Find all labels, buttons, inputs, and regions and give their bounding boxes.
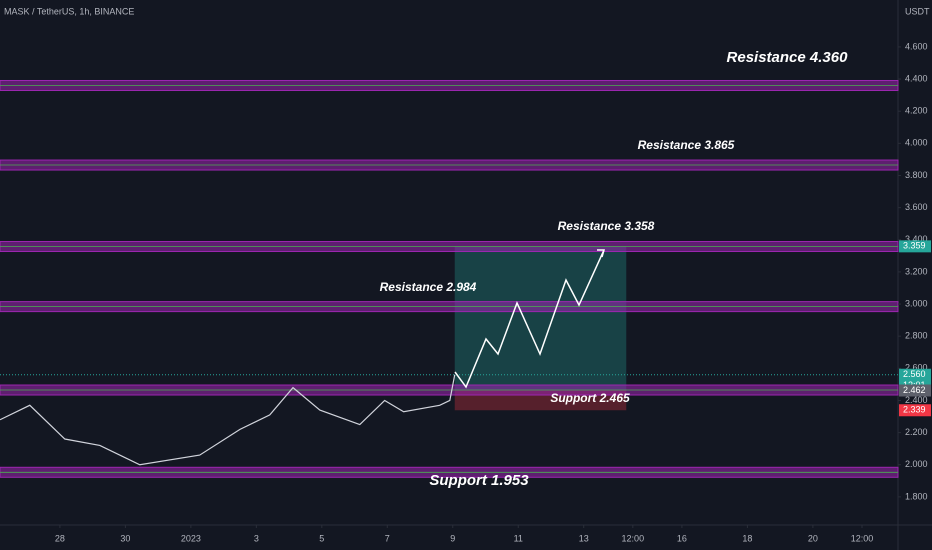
- projection-arrow: [454, 249, 605, 389]
- y-tick-label: 4.000: [905, 138, 928, 148]
- level-label: Resistance 4.360: [727, 49, 849, 66]
- x-tick-label: 18: [742, 533, 752, 543]
- x-tick-label: 12:00: [622, 533, 645, 543]
- x-tick-label: 12:00: [851, 533, 874, 543]
- level-label: Resistance 2.984: [380, 280, 477, 294]
- target-label: 3.359: [903, 241, 926, 251]
- y-tick-label: 3.400: [905, 234, 928, 244]
- y-tick-label: 2.600: [905, 363, 928, 373]
- x-tick-label: 13: [579, 533, 589, 543]
- y-tick-label: 2.400: [905, 395, 928, 405]
- y-tick-label: 2.000: [905, 459, 928, 469]
- x-tick-label: 30: [120, 533, 130, 543]
- y-tick-label: 3.600: [905, 202, 928, 212]
- arrow-head: [597, 249, 605, 258]
- x-tick-label: 5: [319, 533, 324, 543]
- x-tick-label: 11: [514, 533, 523, 543]
- y-tick-label: 4.400: [905, 73, 928, 83]
- y-tick-label: 4.200: [905, 106, 928, 116]
- y-tick-label: 3.000: [905, 298, 928, 308]
- stop-box: [899, 404, 931, 417]
- stop-label: 2.339: [903, 405, 926, 415]
- target-box: [899, 240, 931, 253]
- axis-unit: USDT: [905, 6, 930, 16]
- x-tick-label: 3: [254, 533, 259, 543]
- last-price-label: 2.560: [903, 369, 926, 379]
- y-tick-label: 2.200: [905, 427, 928, 437]
- y-tick-label: 1.800: [905, 491, 928, 501]
- level-label: Resistance 3.865: [638, 138, 735, 152]
- y-tick-label: 3.200: [905, 266, 928, 276]
- entry-label: 2.462: [903, 385, 926, 395]
- x-tick-label: 20: [808, 533, 818, 543]
- level-label: Support 1.953: [429, 472, 529, 489]
- x-tick-label: 2023: [181, 533, 201, 543]
- y-tick-label: 2.800: [905, 331, 928, 341]
- y-tick-label: 4.600: [905, 41, 928, 51]
- y-tick-label: 3.800: [905, 170, 928, 180]
- level-label: Resistance 3.358: [558, 219, 655, 233]
- x-tick-label: 9: [450, 533, 455, 543]
- entry-box: [899, 384, 931, 397]
- profit-zone: [454, 246, 627, 391]
- level-label: Support 2.465: [550, 391, 630, 405]
- chart-title: MASK / TetherUS, 1h, BINANCE: [4, 6, 134, 16]
- x-tick-label: 16: [677, 533, 687, 543]
- x-tick-label: 7: [385, 533, 390, 543]
- x-tick-label: 28: [55, 533, 65, 543]
- price-line: [0, 374, 456, 466]
